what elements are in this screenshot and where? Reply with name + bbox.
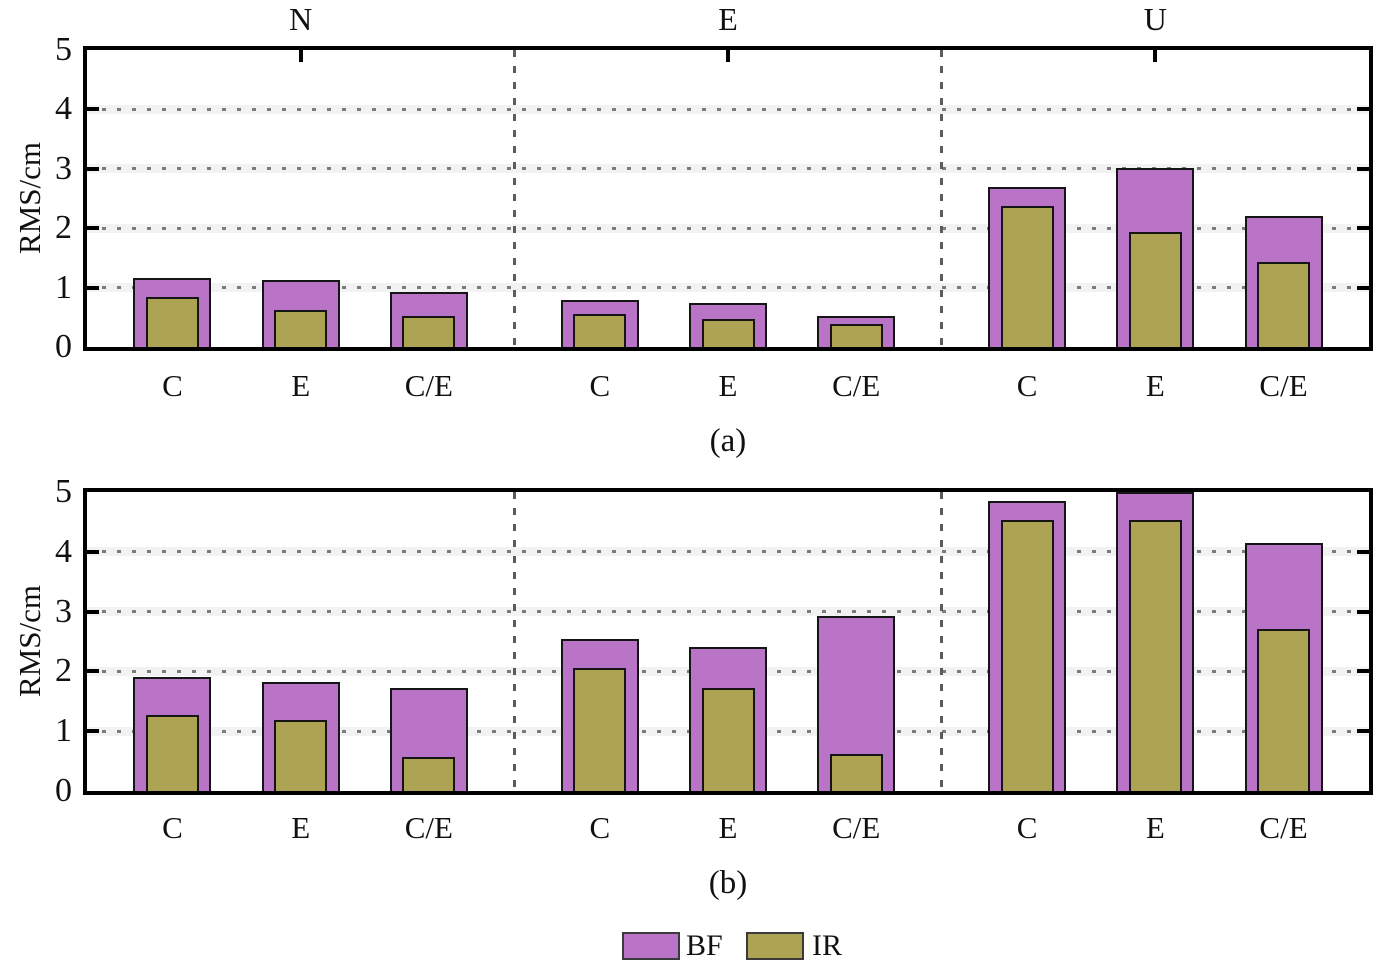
y-tick-label-b-4: 4 xyxy=(55,532,72,570)
top-tick-N xyxy=(298,50,303,62)
bar-ir-a-N-E xyxy=(274,309,328,347)
bar-ir-a-E-C xyxy=(573,314,627,347)
group-separator-1 xyxy=(512,492,516,791)
y-tick-mark-right-2 xyxy=(1357,226,1369,231)
bar-ir-a-N-C/E xyxy=(402,316,456,347)
y-tick-mark-right-4 xyxy=(1357,549,1369,554)
bar-ir-b-E-E xyxy=(701,687,755,791)
group-title-U: U xyxy=(1143,1,1167,37)
x-tick-label-b-E-C: C xyxy=(589,810,611,845)
group-title-N: N xyxy=(289,1,313,37)
legend-label-IR: IR xyxy=(812,929,842,962)
y-tick-label-a-0: 0 xyxy=(55,328,72,365)
bar-ir-a-E-E xyxy=(701,318,755,347)
y-tick-mark-left-4 xyxy=(87,549,99,554)
x-tick-label-a-N-C/E: C/E xyxy=(404,368,453,403)
x-tick-label-b-N-E: E xyxy=(291,810,311,845)
y-tick-mark-right-2 xyxy=(1357,669,1369,674)
x-tick-label-b-E-E: E xyxy=(718,810,738,845)
y-tick-mark-left-2 xyxy=(87,226,99,231)
gridline-1 xyxy=(87,286,1369,290)
x-tick-label-a-U-C: C xyxy=(1016,368,1038,403)
x-tick-label-b-U-C/E: C/E xyxy=(1259,810,1308,845)
y-tick-mark-right-1 xyxy=(1357,285,1369,290)
x-tick-label-a-E-C: C xyxy=(589,368,611,403)
y-tick-label-b-1: 1 xyxy=(55,712,72,750)
bar-ir-b-N-C xyxy=(145,715,199,791)
y-tick-label-a-5: 5 xyxy=(55,31,72,68)
gridline-4 xyxy=(87,550,1369,554)
bar-ir-b-N-C/E xyxy=(402,756,456,791)
y-tick-label-a-1: 1 xyxy=(55,268,72,306)
panel-a-caption: (a) xyxy=(709,423,747,459)
x-tick-label-b-U-C: C xyxy=(1016,810,1038,845)
y-tick-label-b-2: 2 xyxy=(55,652,72,690)
x-tick-label-b-N-C/E: C/E xyxy=(404,810,453,845)
plot-area-panel-a xyxy=(83,46,1373,351)
y-tick-mark-right-4 xyxy=(1357,107,1369,112)
y-tick-mark-right-3 xyxy=(1357,609,1369,614)
y-tick-mark-left-1 xyxy=(87,729,99,734)
y-tick-label-b-0: 0 xyxy=(55,772,72,809)
gridline-3 xyxy=(87,167,1369,171)
y-tick-mark-left-4 xyxy=(87,107,99,112)
bar-ir-b-U-C/E xyxy=(1257,628,1311,791)
bar-ir-a-U-C xyxy=(1000,205,1054,347)
group-separator-2 xyxy=(940,50,944,347)
x-tick-label-a-E-C/E: C/E xyxy=(832,368,881,403)
top-tick-E xyxy=(726,50,730,62)
y-tick-label-a-3: 3 xyxy=(55,149,72,187)
y-tick-mark-right-3 xyxy=(1357,166,1369,171)
y-tick-label-b-3: 3 xyxy=(55,592,72,630)
x-tick-label-a-U-C/E: C/E xyxy=(1259,368,1308,403)
bar-ir-b-N-E xyxy=(274,719,328,791)
legend-swatch-BF xyxy=(622,932,680,960)
y-tick-mark-left-2 xyxy=(87,669,99,674)
bar-ir-a-E-C/E xyxy=(829,324,883,347)
plot-area-panel-b xyxy=(83,488,1373,795)
bar-ir-a-U-C/E xyxy=(1257,262,1311,347)
gridline-2 xyxy=(87,226,1369,230)
y-tick-mark-left-3 xyxy=(87,609,99,614)
gridline-3 xyxy=(87,610,1369,614)
y-tick-mark-left-1 xyxy=(87,285,99,290)
x-tick-label-b-U-E: E xyxy=(1145,810,1165,845)
top-tick-U xyxy=(1153,50,1158,62)
x-tick-label-a-U-E: E xyxy=(1145,368,1165,403)
x-tick-label-b-E-C/E: C/E xyxy=(832,810,881,845)
y-tick-label-b-5: 5 xyxy=(55,473,72,510)
y-tick-mark-left-3 xyxy=(87,166,99,171)
group-separator-1 xyxy=(512,50,516,347)
x-tick-label-a-N-C: C xyxy=(162,368,183,403)
bar-ir-b-U-E xyxy=(1128,519,1182,791)
y-tick-label-a-4: 4 xyxy=(55,90,72,128)
bar-ir-a-N-C xyxy=(145,296,199,347)
x-tick-label-b-N-C: C xyxy=(162,810,183,845)
y-tick-mark-right-1 xyxy=(1357,729,1369,734)
bar-ir-b-E-C xyxy=(573,668,627,791)
group-separator-2 xyxy=(940,492,944,791)
x-tick-label-a-N-E: E xyxy=(291,368,311,403)
x-tick-label-a-E-E: E xyxy=(718,368,738,403)
legend-label-BF: BF xyxy=(686,929,723,962)
group-title-E: E xyxy=(718,1,738,37)
legend-swatch-IR xyxy=(746,932,804,960)
y-tick-label-a-2: 2 xyxy=(55,209,72,247)
gridline-4 xyxy=(87,107,1369,111)
bar-ir-b-E-C/E xyxy=(829,753,883,791)
panel-b-caption: (b) xyxy=(708,865,748,901)
bar-ir-a-U-E xyxy=(1128,232,1182,347)
bar-ir-b-U-C xyxy=(1000,519,1054,791)
